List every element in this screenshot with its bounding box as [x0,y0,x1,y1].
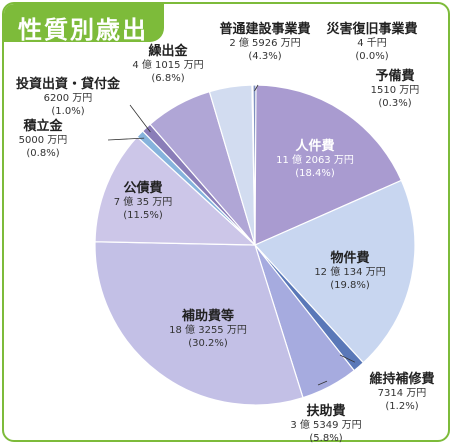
pie-slice-5 [94,136,257,246]
slice-label-amount-9: 2 億 5926 万円 [229,36,300,49]
slice-label-amount-11: 1510 万円 [371,85,420,96]
slice-label-amount-7: 6200 万円 [44,93,93,104]
title-banner: 性質別歳出 [4,4,164,44]
slice-label-percent-11: (0.3%) [378,98,411,109]
slice-label-amount-8: 4 億 1015 万円 [132,58,203,71]
slice-label-name-0: 人件費 [295,138,334,154]
slice-label-amount-10: 4 千円 [357,37,387,49]
leader-line-2 [339,354,356,363]
slice-label-name-3: 扶助費 [306,403,345,419]
slice-label-name-2: 維持補修費 [369,371,434,387]
leader-line-6 [107,137,145,141]
slice-label-amount-3: 3 億 5349 万円 [290,418,361,431]
leader-line-11 [254,84,259,92]
slice-label-name-10: 災害復旧事業費 [326,21,417,37]
slice-label-percent-4: (30.2%) [188,338,228,349]
slice-label-name-1: 物件費 [330,250,369,266]
slice-label-name-4: 補助費等 [181,308,234,324]
slice-label-percent-9: (4.3%) [248,51,281,62]
slice-label-percent-0: (18.4%) [295,168,335,179]
leader-line-3 [317,380,328,386]
slice-label-name-8: 繰出金 [148,43,188,59]
slice-label-amount-2: 7314 万円 [378,388,427,399]
slice-label-name-5: 公債費 [123,180,162,196]
slice-label-name-6: 積立金 [22,118,63,134]
slice-label-amount-6: 5000 万円 [19,135,68,146]
pie-slice-11 [252,84,257,246]
slice-label-percent-10: (0.0%) [355,51,388,62]
slice-label-percent-1: (19.8%) [330,280,370,291]
slice-label-amount-5: 7 億 35 万円 [114,195,173,208]
slice-label-name-7: 投資出資・貸付金 [16,76,121,92]
slice-label-percent-7: (1.0%) [51,106,84,117]
slice-label-percent-5: (11.5%) [123,210,163,221]
slice-label-amount-0: 11 億 2063 万円 [276,153,354,166]
slice-label-amount-4: 18 億 3255 万円 [169,323,247,336]
slice-label-amount-1: 12 億 134 万円 [314,265,385,278]
pie-slice-4 [94,241,304,406]
slice-label-percent-8: (6.8%) [151,73,184,84]
pie-slice-0 [254,84,403,246]
slice-label-name-9: 普通建設事業費 [219,21,310,37]
chart-title: 性質別歳出 [18,16,148,44]
leader-line-7 [129,104,151,133]
pie-slice-1 [253,179,416,364]
slice-label-percent-2: (1.2%) [385,401,418,412]
slice-label-name-11: 予備費 [375,68,414,84]
slice-label-percent-6: (0.8%) [26,148,59,159]
slice-label-percent-3: (5.8%) [309,433,342,444]
